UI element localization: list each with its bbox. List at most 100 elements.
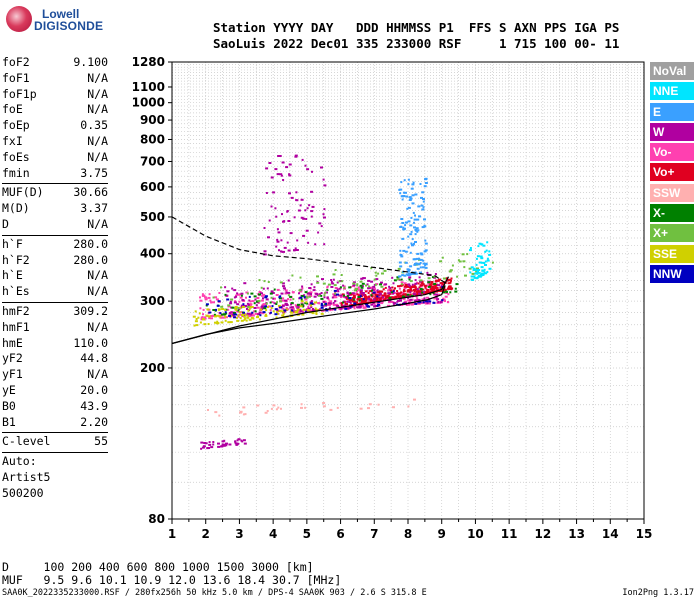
echo-point bbox=[272, 297, 275, 300]
echo-point bbox=[405, 195, 409, 198]
echo-point bbox=[323, 296, 326, 299]
echo-point bbox=[270, 311, 272, 314]
echo-point bbox=[310, 210, 314, 213]
echo-point bbox=[382, 288, 385, 291]
echo-point bbox=[374, 305, 378, 307]
echo-point bbox=[449, 288, 453, 291]
echo-point bbox=[431, 287, 435, 290]
echo-point bbox=[194, 320, 198, 323]
echo-point bbox=[262, 311, 266, 314]
echo-point bbox=[307, 241, 310, 244]
echo-point bbox=[195, 324, 199, 327]
echo-point bbox=[238, 313, 242, 316]
echo-point bbox=[268, 219, 271, 222]
echo-point bbox=[475, 271, 479, 274]
echo-point bbox=[250, 313, 253, 316]
echo-point bbox=[402, 297, 406, 300]
echo-point bbox=[229, 302, 233, 305]
echo-point bbox=[356, 290, 358, 293]
echo-point bbox=[213, 315, 217, 318]
echo-point bbox=[346, 300, 349, 303]
echo-point bbox=[305, 309, 308, 312]
echo-point bbox=[414, 302, 418, 305]
echo-point bbox=[417, 299, 421, 302]
echo-point bbox=[336, 406, 339, 409]
echo-point bbox=[278, 249, 280, 252]
legend-item-ssw: SSW bbox=[650, 183, 694, 202]
echo-point bbox=[411, 283, 414, 286]
echo-point bbox=[376, 302, 380, 305]
echo-point bbox=[356, 284, 359, 287]
echo-point bbox=[404, 300, 408, 303]
echo-point bbox=[262, 287, 265, 290]
echo-point bbox=[335, 303, 339, 306]
echo-point bbox=[422, 262, 425, 265]
echo-point bbox=[424, 242, 428, 245]
echo-point bbox=[424, 286, 427, 289]
echo-point bbox=[219, 312, 222, 315]
echo-point bbox=[488, 253, 492, 256]
echo-point bbox=[353, 302, 357, 305]
echo-point bbox=[367, 287, 371, 290]
echo-point bbox=[306, 302, 309, 305]
echo-point bbox=[310, 300, 313, 303]
echo-point bbox=[367, 299, 370, 302]
echo-point bbox=[265, 298, 269, 301]
echo-point bbox=[334, 308, 337, 311]
echo-point bbox=[233, 296, 236, 299]
echo-point bbox=[406, 207, 409, 210]
echo-point bbox=[207, 409, 209, 411]
echo-point bbox=[469, 249, 472, 252]
echo-point bbox=[433, 297, 437, 300]
echo-point bbox=[475, 277, 479, 280]
echo-point bbox=[483, 268, 486, 271]
param-value: 280.0 bbox=[73, 236, 108, 251]
echo-point bbox=[332, 301, 335, 304]
param-value: 9.100 bbox=[73, 55, 108, 69]
echo-point bbox=[246, 314, 249, 317]
echo-point bbox=[241, 314, 244, 316]
echo-point bbox=[418, 286, 421, 289]
echo-point bbox=[367, 287, 370, 290]
echo-point bbox=[261, 305, 264, 308]
legend-item-nnw: NNW bbox=[650, 264, 694, 283]
echo-point bbox=[332, 273, 336, 276]
echo-point bbox=[399, 295, 402, 297]
echo-point bbox=[312, 309, 315, 312]
echo-point bbox=[202, 308, 205, 311]
echo-point bbox=[235, 316, 238, 319]
echo-point bbox=[318, 293, 321, 296]
echo-point bbox=[308, 303, 312, 306]
echo-point bbox=[402, 295, 406, 298]
echo-point bbox=[407, 269, 411, 271]
echo-point bbox=[348, 301, 351, 303]
echo-point bbox=[205, 303, 209, 306]
echo-point bbox=[320, 306, 324, 309]
echo-point bbox=[391, 291, 393, 294]
echo-point bbox=[295, 305, 298, 308]
echo-point bbox=[374, 283, 377, 286]
echo-point bbox=[276, 238, 279, 241]
echo-point bbox=[441, 299, 444, 302]
echo-point bbox=[216, 320, 219, 323]
echo-point bbox=[402, 290, 406, 293]
echo-point bbox=[488, 267, 492, 270]
echo-point bbox=[267, 236, 270, 239]
param-value: 2.20 bbox=[80, 414, 108, 429]
param-name: foF1 bbox=[2, 70, 30, 85]
echo-point bbox=[444, 300, 446, 302]
echo-point bbox=[466, 253, 469, 256]
echo-point bbox=[242, 439, 246, 442]
echo-point bbox=[432, 301, 436, 304]
echo-point bbox=[352, 305, 355, 308]
echo-point bbox=[282, 287, 286, 290]
echo-point bbox=[301, 310, 304, 313]
echo-point bbox=[209, 299, 212, 302]
echo-point bbox=[199, 296, 201, 299]
echo-point bbox=[277, 231, 281, 234]
echo-point bbox=[363, 297, 367, 300]
echo-point bbox=[320, 312, 324, 315]
echo-point bbox=[470, 275, 474, 278]
echo-point bbox=[414, 279, 417, 282]
echo-point bbox=[287, 279, 290, 282]
